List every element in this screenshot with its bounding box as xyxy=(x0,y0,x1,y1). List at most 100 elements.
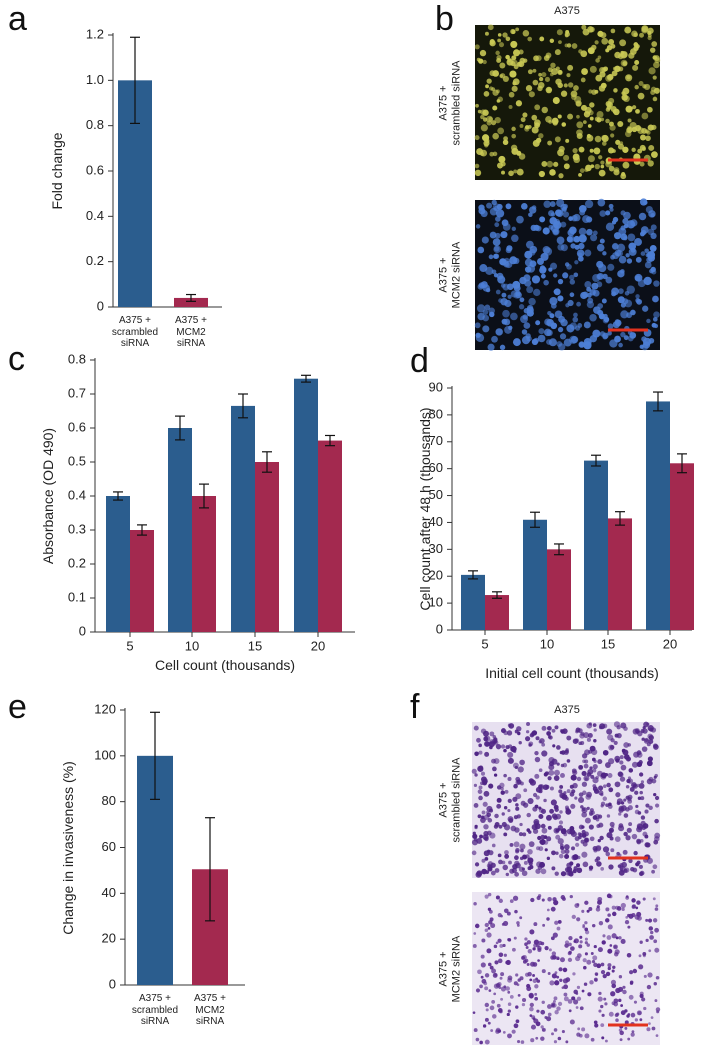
cell xyxy=(484,304,491,311)
cell xyxy=(558,967,563,972)
cell xyxy=(497,96,504,102)
cell xyxy=(582,215,591,224)
cell xyxy=(605,222,615,231)
cell xyxy=(613,952,619,957)
cell xyxy=(553,288,561,296)
cell xyxy=(592,329,601,338)
cell xyxy=(648,739,654,745)
cell xyxy=(497,38,502,43)
cell xyxy=(645,918,649,922)
cell xyxy=(571,43,578,49)
cell xyxy=(519,843,526,850)
cell xyxy=(538,133,544,139)
cell xyxy=(508,91,515,98)
cell xyxy=(536,1009,540,1013)
cell xyxy=(543,247,553,256)
cell xyxy=(584,837,589,843)
cell xyxy=(588,110,594,116)
cell xyxy=(564,940,570,945)
cell xyxy=(579,935,583,939)
cell xyxy=(558,173,564,179)
cell xyxy=(511,55,517,61)
cell xyxy=(598,169,606,177)
cell xyxy=(589,766,593,770)
bar xyxy=(192,496,216,632)
cell xyxy=(624,26,632,34)
cell xyxy=(650,90,656,95)
cell xyxy=(647,756,653,762)
cell xyxy=(563,844,570,850)
cell xyxy=(646,1027,651,1032)
cell xyxy=(585,930,590,935)
cell xyxy=(607,734,614,741)
cell xyxy=(519,297,525,303)
cell xyxy=(527,798,534,805)
x-tick-label: 20 xyxy=(663,636,677,651)
cell xyxy=(514,909,518,914)
cell xyxy=(571,214,578,222)
cell xyxy=(641,746,648,752)
cell xyxy=(478,58,484,64)
cell xyxy=(541,161,548,167)
cell xyxy=(564,849,570,855)
cell xyxy=(552,1000,556,1003)
cell xyxy=(647,35,652,41)
cell xyxy=(571,789,576,794)
cell xyxy=(625,756,631,762)
cell xyxy=(617,296,625,304)
cell xyxy=(577,252,583,258)
cell xyxy=(496,203,503,210)
cell xyxy=(639,993,644,999)
cell xyxy=(541,742,546,747)
cell xyxy=(580,77,586,83)
cell xyxy=(645,205,653,214)
cell xyxy=(565,1040,569,1044)
cell xyxy=(516,983,520,987)
cell xyxy=(615,139,621,145)
cell xyxy=(578,944,583,949)
cell xyxy=(553,161,559,167)
cell xyxy=(519,124,524,128)
cell xyxy=(596,281,603,288)
cell xyxy=(554,49,561,56)
cell xyxy=(492,738,498,744)
cell xyxy=(573,940,577,943)
cell xyxy=(605,907,610,912)
cell xyxy=(572,972,576,976)
cell xyxy=(474,44,480,50)
cell xyxy=(500,972,505,977)
cell xyxy=(558,853,564,859)
cell xyxy=(620,938,626,944)
cell xyxy=(527,36,533,42)
error-bar xyxy=(205,817,215,922)
x-tick-label: 5 xyxy=(481,636,488,651)
cell xyxy=(651,124,657,130)
cell xyxy=(495,50,500,56)
cell xyxy=(511,133,517,139)
cell xyxy=(586,943,590,947)
cell xyxy=(541,827,548,834)
cell xyxy=(480,124,488,132)
y-axis-label: Change in invasiveness (%) xyxy=(59,760,76,935)
cell xyxy=(497,1029,502,1033)
cell xyxy=(609,944,613,947)
cell xyxy=(513,169,518,174)
cell xyxy=(624,299,633,308)
cell xyxy=(602,846,610,853)
cell xyxy=(595,856,601,861)
cell xyxy=(614,65,621,73)
cell xyxy=(554,980,560,986)
cell xyxy=(615,792,621,798)
cell xyxy=(563,968,567,972)
cell xyxy=(506,730,513,736)
y-tick-label: 0.3 xyxy=(68,521,86,536)
cell xyxy=(492,766,497,772)
cell xyxy=(551,866,556,871)
cell xyxy=(599,835,604,841)
cell xyxy=(573,235,581,243)
error-bar xyxy=(186,293,196,302)
cell xyxy=(601,134,608,141)
cell xyxy=(496,58,502,63)
cell xyxy=(567,64,574,71)
cell xyxy=(608,894,613,899)
